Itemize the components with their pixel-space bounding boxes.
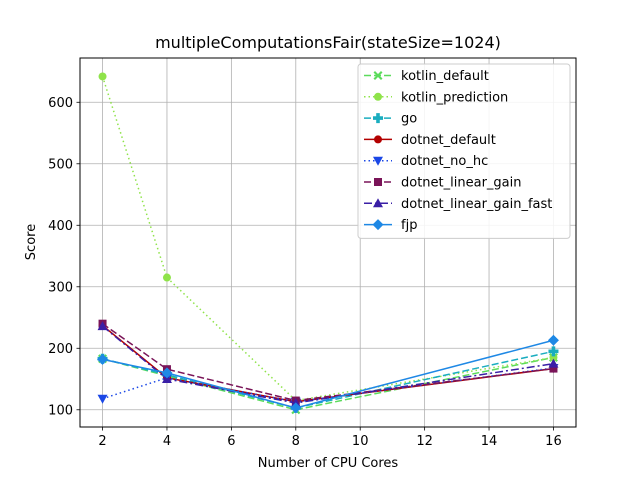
legend-marker (374, 135, 382, 144)
legend-marker (372, 219, 384, 231)
series-fjp (97, 334, 559, 414)
legend-marker (373, 71, 383, 80)
legend-item: go (364, 112, 417, 127)
data-point (548, 346, 559, 357)
legend-label: go (401, 112, 417, 127)
legend-marker (373, 113, 384, 124)
x-tick-label: 6 (227, 434, 235, 449)
series-line (102, 339, 554, 409)
series-line (102, 323, 554, 402)
legend-label: dotnet_default (401, 133, 496, 148)
data-point (161, 374, 172, 384)
plot-frame (79, 57, 577, 428)
data-point (98, 72, 107, 81)
x-axis-label: Number of CPU Cores (258, 456, 399, 471)
y-tick-label: 400 (48, 219, 73, 234)
data-point (161, 367, 173, 379)
data-point (549, 364, 558, 373)
series-lines (97, 72, 559, 415)
x-tick-label: 14 (481, 434, 498, 449)
legend-marker (374, 92, 382, 101)
legend-item: fjp (364, 218, 417, 233)
legend-item: kotlin_prediction (364, 90, 508, 105)
y-tick-label: 300 (48, 280, 73, 295)
axis-ticks: 2 4 6 8 10 12 14 16 100 200 300 400 500 600 (48, 96, 562, 449)
legend-item: dotnet_default (364, 133, 496, 148)
legend-label: dotnet_linear_gain_fast (401, 197, 552, 212)
chart-title: multipleComputationsFair(stateSize=1024) (155, 33, 501, 52)
legend-item: dotnet_linear_gain (364, 176, 521, 191)
data-point (162, 273, 171, 282)
legend-item: kotlin_default (364, 69, 489, 84)
x-tick-label: 12 (416, 434, 433, 449)
data-point (97, 353, 109, 365)
legend-box (357, 63, 571, 239)
legend-label: kotlin_default (401, 69, 489, 84)
data-point (97, 321, 108, 331)
y-tick-label: 500 (48, 157, 73, 172)
x-tick-label: 16 (545, 434, 562, 449)
y-tick-label: 100 (48, 403, 73, 418)
data-point (547, 334, 559, 346)
legend-label: fjp (401, 218, 417, 233)
y-axis-label: Score (24, 224, 39, 260)
legend-label: dotnet_linear_gain (401, 176, 521, 191)
legend-item: dotnet_no_hc (364, 154, 488, 169)
legend-marker (373, 198, 383, 208)
data-point (290, 402, 302, 414)
x-tick-label: 4 (163, 434, 171, 449)
legend-item: dotnet_linear_gain_fast (364, 197, 552, 212)
data-point (548, 358, 559, 368)
data-point (549, 353, 558, 362)
legend-label: kotlin_prediction (401, 90, 508, 105)
legend-label: dotnet_no_hc (401, 154, 488, 169)
legend-marker (374, 178, 382, 186)
legend-marker (373, 156, 383, 166)
y-tick-label: 600 (48, 96, 73, 111)
y-tick-label: 200 (48, 342, 73, 357)
x-tick-label: 10 (352, 434, 369, 449)
x-tick-label: 8 (292, 434, 300, 449)
x-tick-label: 2 (98, 434, 106, 449)
data-point (97, 394, 108, 404)
